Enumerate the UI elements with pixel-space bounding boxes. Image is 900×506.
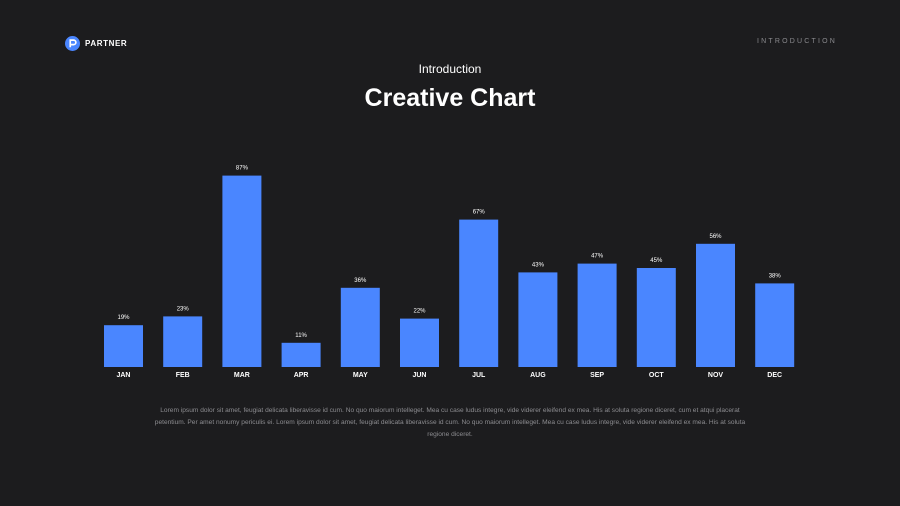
data-label-sep: 47% [591,254,604,260]
bar-apr [281,342,321,367]
data-label-jan: 19% [117,315,130,321]
bar-may [340,287,380,367]
bar-aug [518,272,558,367]
tick-label-oct: OCT [649,372,665,379]
bar-dec [755,283,795,367]
chart-value-labels: 19% 23% 87% 11% 36% 22% 67% 43% 47% 45% 56% 38% [117,166,781,339]
tick-label-aug: AUG [530,372,546,379]
tick-label-mar: MAR [234,372,250,379]
tick-label-jan: JAN [116,372,130,379]
chart-category-labels: JAN FEB MAR APR MAY JUN JUL AUG SEP OCT NOV DEC [116,372,782,379]
tick-label-apr: APR [294,372,309,379]
tick-label-nov: NOV [708,372,724,379]
chart-bars [104,175,795,367]
bar-jan [104,325,143,367]
bar-jun [400,318,439,367]
bar-feb [163,316,203,367]
data-label-dec: 38% [769,273,782,279]
section-label: INTRODUCTION [756,38,837,45]
bar-mar [222,175,262,367]
brand-logo: PARTNER [65,36,127,51]
tick-label-feb: FEB [176,372,190,379]
tick-label-jul: JUL [472,372,486,379]
tick-label-sep: SEP [590,372,604,379]
data-label-may: 36% [354,278,367,284]
slide-title: Creative Chart [364,84,536,112]
body-paragraph: Lorem ipsum dolor sit amet, feugiat deli… [154,407,746,438]
tick-label-dec: DEC [767,372,782,379]
data-label-jul: 67% [473,210,486,216]
bar-jul [459,219,499,367]
data-label-jun: 22% [413,309,426,315]
tick-label-may: MAY [353,372,368,379]
bar-nov [696,243,735,367]
data-label-aug: 43% [532,262,545,268]
data-label-apr: 11% [295,333,307,339]
data-label-nov: 56% [709,234,722,240]
data-label-feb: 23% [177,306,190,312]
bar-oct [636,268,676,367]
tick-label-jun: JUN [412,372,426,379]
logo-text: PARTNER [85,39,128,48]
partner-logo-icon [65,36,80,51]
data-label-mar: 87% [236,166,249,172]
bar-sep [577,263,617,367]
slide-subtitle: Introduction [418,62,482,76]
data-label-oct: 45% [650,258,663,264]
